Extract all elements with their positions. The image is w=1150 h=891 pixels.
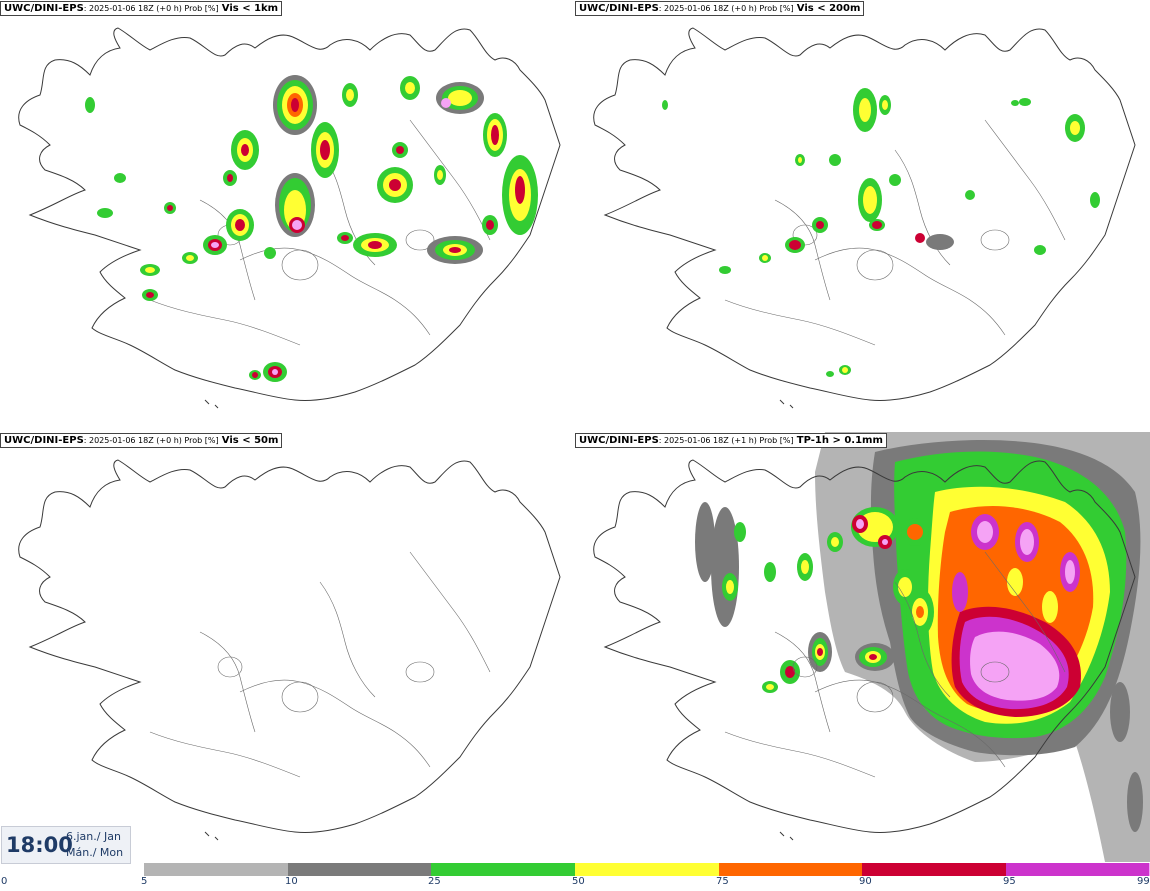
probability-colorbar: 0 5 10 25 50 75 90 95 99	[0, 862, 1150, 891]
panel-title: UWC/DINI-EPS: 2025-01-06 18Z (+0 h) Prob…	[0, 1, 283, 16]
iceland-map	[18, 27, 561, 409]
colorbar-tick-label: 0	[1, 876, 8, 887]
colorbar-tick-label: 50	[572, 876, 585, 887]
map-panel-vis-50m: UWC/DINI-EPS: 2025-01-06 18Z (+0 h) Prob…	[0, 432, 575, 862]
colorbar-tick-label: 95	[1003, 876, 1016, 887]
colorbar-segment	[719, 863, 862, 876]
iceland-map	[593, 432, 1150, 862]
panel-title: UWC/DINI-EPS: 2025-01-06 18Z (+1 h) Prob…	[575, 433, 887, 448]
probability-field	[662, 88, 1100, 377]
colorbar-segment	[144, 863, 288, 876]
map-panel-vis-200m: UWC/DINI-EPS: 2025-01-06 18Z (+0 h) Prob…	[575, 0, 1150, 430]
probability-field	[85, 75, 538, 382]
colorbar-segment	[575, 863, 719, 876]
iceland-map	[18, 459, 561, 841]
colorbar-segment	[431, 863, 575, 876]
panel-title: UWC/DINI-EPS: 2025-01-06 18Z (+0 h) Prob…	[0, 433, 283, 448]
colorbar-tick-label: 90	[859, 876, 872, 887]
map-panel-vis-1km: UWC/DINI-EPS: 2025-01-06 18Z (+0 h) Prob…	[0, 0, 575, 430]
valid-weekday: Mán./ Mon	[66, 846, 124, 859]
iceland-map	[593, 27, 1136, 409]
map-panel-tp-1h: UWC/DINI-EPS: 2025-01-06 18Z (+1 h) Prob…	[575, 432, 1150, 862]
valid-time: 18:00	[6, 833, 73, 857]
colorbar-segment	[288, 863, 431, 876]
colorbar-segment	[1006, 863, 1149, 876]
colorbar-tick-label: 10	[285, 876, 298, 887]
colorbar-tick-label: 75	[716, 876, 729, 887]
colorbar-segment	[862, 863, 1006, 876]
valid-time-box: 18:00 6.jan./ Jan Mán./ Mon	[1, 826, 131, 864]
valid-date: 6.jan./ Jan	[66, 830, 121, 843]
probability-field	[695, 432, 1150, 862]
panel-title: UWC/DINI-EPS: 2025-01-06 18Z (+0 h) Prob…	[575, 1, 865, 16]
colorbar-tick-label: 25	[428, 876, 441, 887]
colorbar-tick-label: 99	[1137, 876, 1150, 887]
colorbar-tick-label: 5	[141, 876, 148, 887]
